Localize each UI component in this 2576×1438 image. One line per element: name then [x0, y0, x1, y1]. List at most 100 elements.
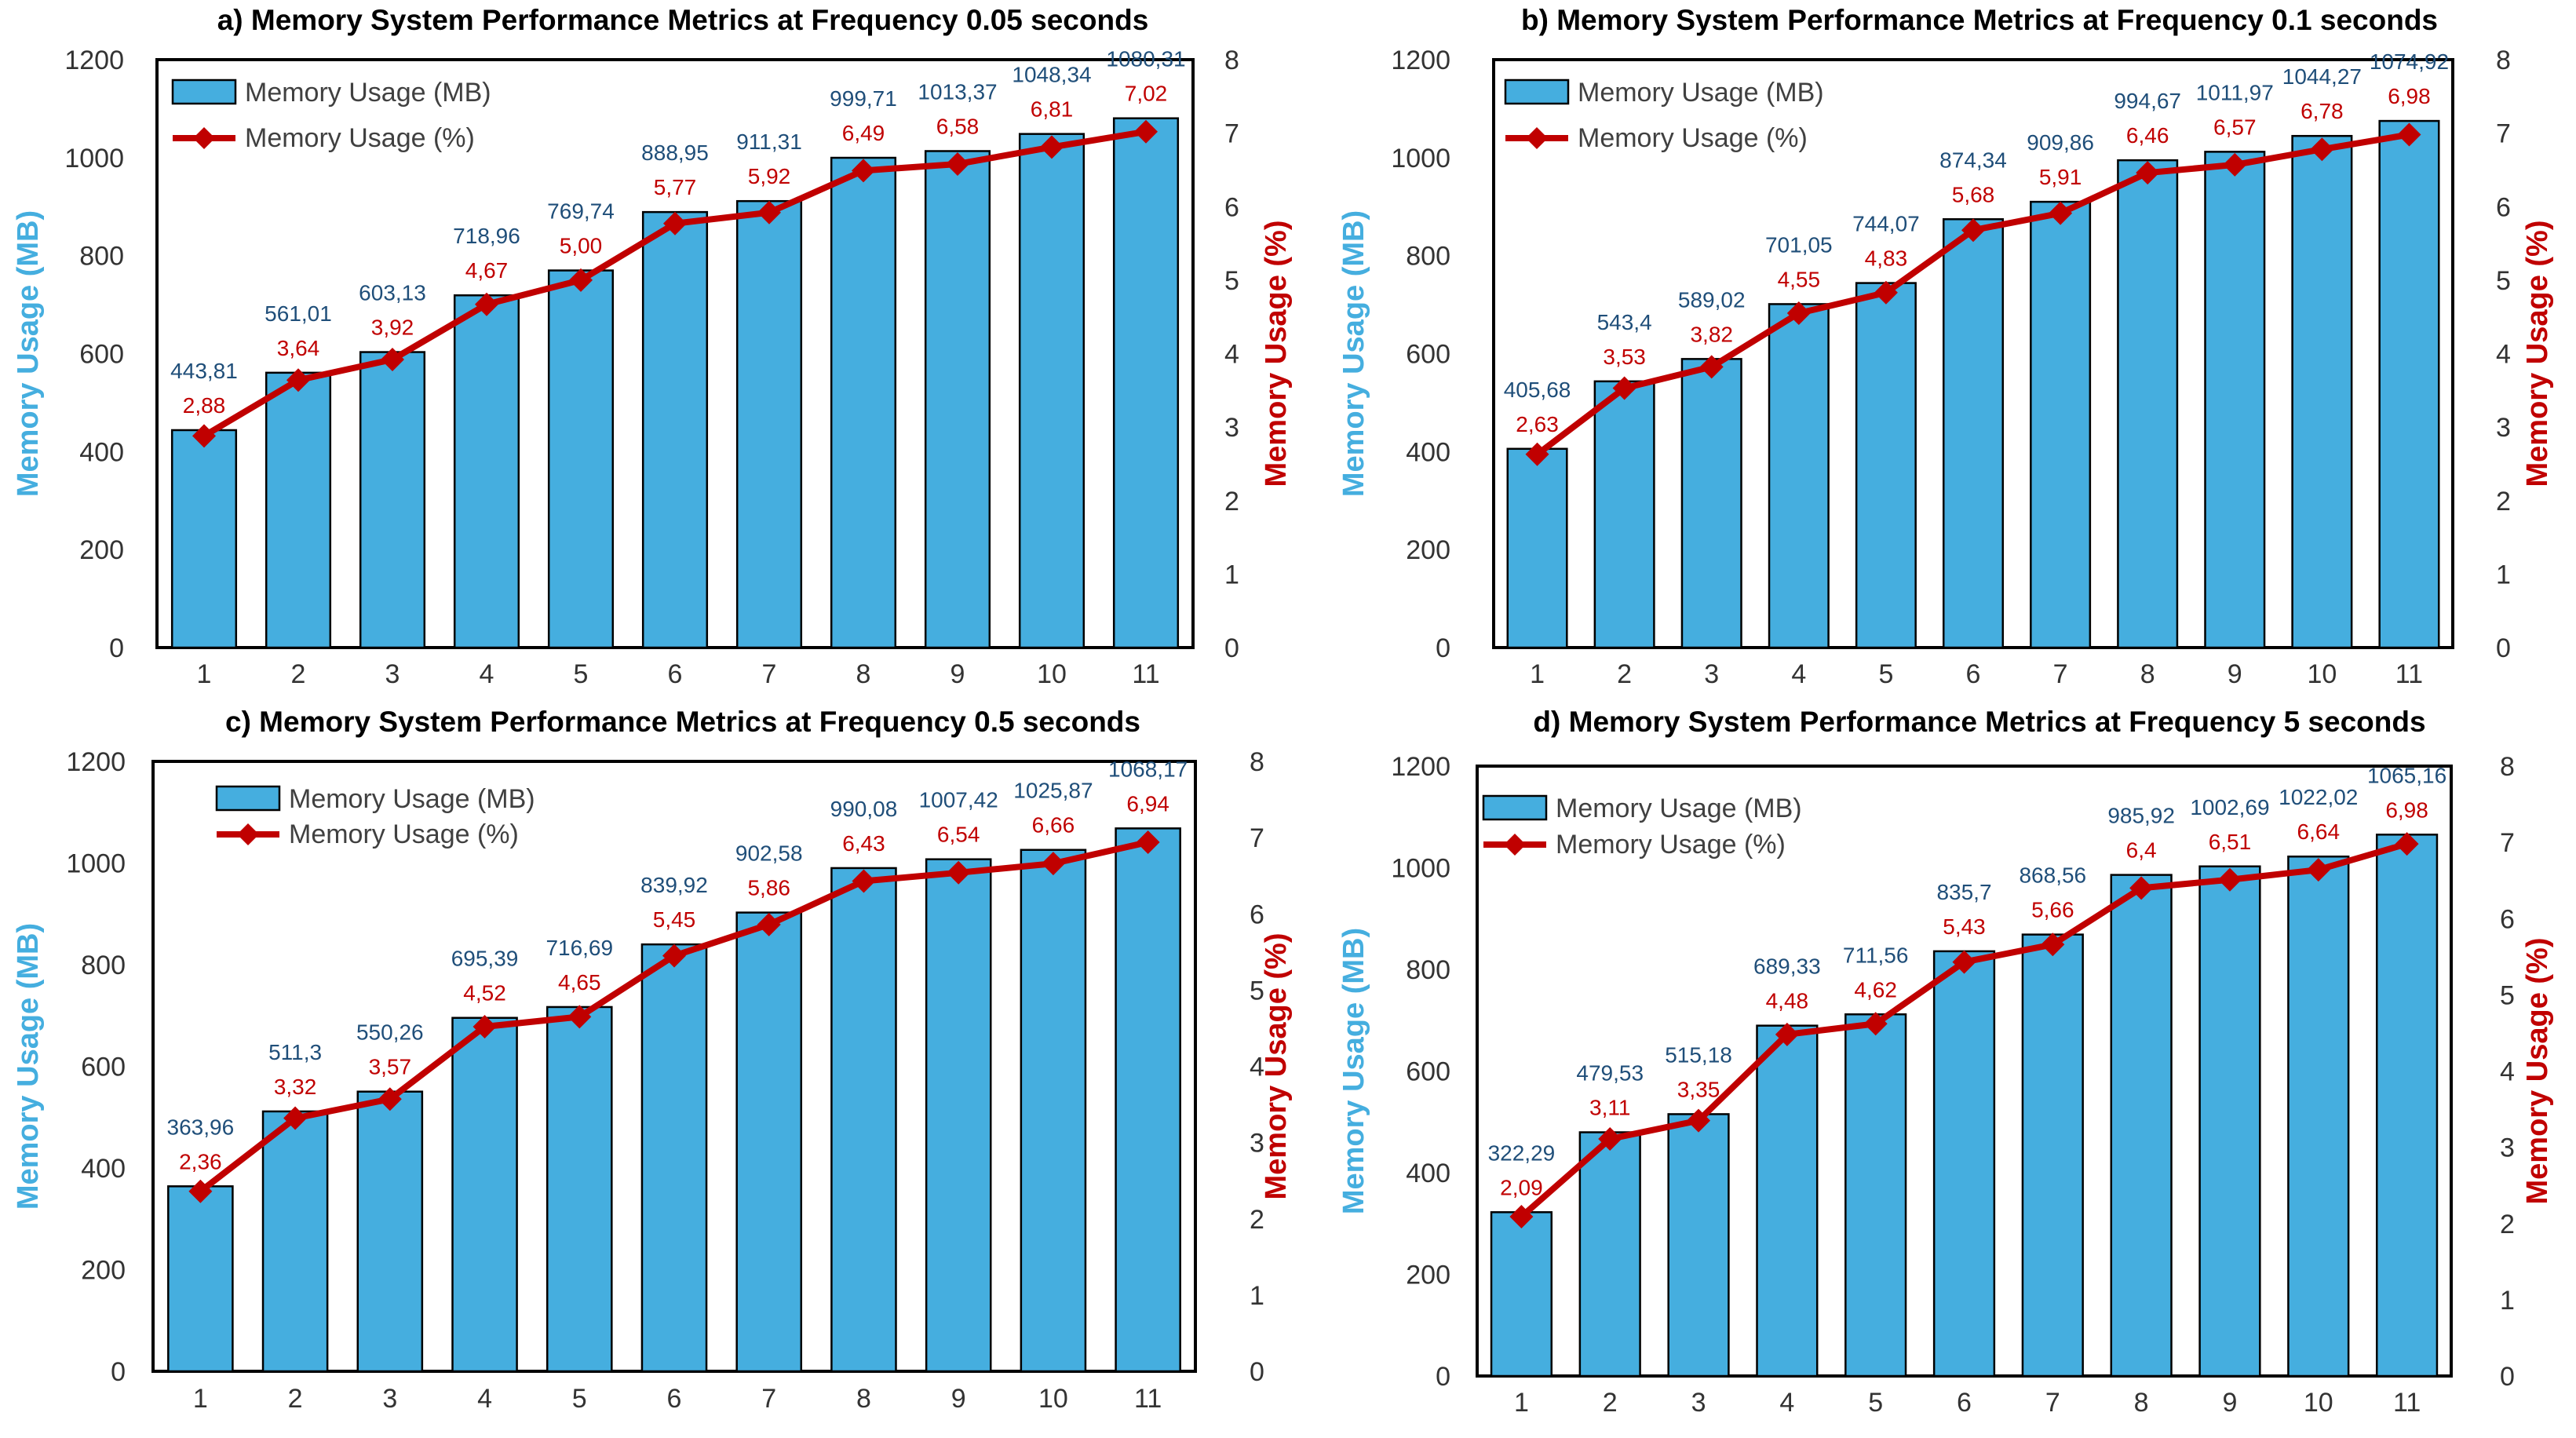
line-value-label: 6,43	[842, 831, 885, 856]
legend: Memory Usage (MB) Memory Usage (%)	[1482, 794, 1802, 860]
right-axis-tick-label: 4	[1250, 1053, 1264, 1082]
line-value-label: 6,58	[936, 114, 980, 138]
line-point-marker	[1525, 442, 1549, 466]
right-axis-tick-label: 1	[1224, 560, 1239, 589]
right-axis-tick-label: 6	[1250, 900, 1264, 929]
bar	[640, 943, 708, 1373]
right-axis-tick-label: 2	[2500, 1210, 2515, 1239]
bar-value-label: 994,67	[2114, 89, 2181, 113]
bar	[2204, 151, 2266, 649]
left-axis-tick-label: 800	[1406, 242, 1450, 272]
x-axis-tick-label: 3	[1691, 1388, 1706, 1418]
bar	[1115, 827, 1181, 1373]
line-point-marker	[286, 368, 310, 392]
bar	[1942, 218, 2005, 649]
left-axis-tick-label: 200	[81, 1256, 126, 1286]
line-point-marker	[2217, 867, 2242, 892]
left-axis-tick-label: 800	[1406, 955, 1450, 985]
bar-value-label: 561,01	[265, 301, 332, 326]
bar	[2030, 200, 2092, 649]
chart-title: a) Memory System Performance Metrics at …	[217, 4, 1149, 36]
legend-marker-line	[237, 823, 259, 845]
bar	[2117, 159, 2179, 649]
line-point-marker	[2223, 152, 2247, 177]
left-axis-tick-label: 0	[111, 1357, 126, 1387]
x-axis-tick-label: 1	[1514, 1388, 1529, 1418]
x-axis-tick-label: 5	[572, 1384, 587, 1414]
bar-value-label: 695,39	[451, 947, 519, 971]
left-axis-tick-label: 600	[1406, 340, 1450, 370]
left-axis-label: Memory Usage (MB)	[1337, 928, 1370, 1214]
line-value-label: 6,98	[2385, 797, 2428, 822]
right-axis-tick-label: 4	[2496, 340, 2511, 370]
right-axis-tick-label: 0	[2500, 1362, 2515, 1392]
right-axis-tick-label: 0	[1250, 1357, 1264, 1387]
line-point-marker	[2129, 876, 2154, 900]
line-value-label: 3,35	[1677, 1077, 1720, 1101]
bar-value-label: 744,07	[1852, 212, 1920, 236]
bar-value-label: 888,95	[641, 141, 709, 165]
legend-swatch-bar	[1504, 78, 1570, 105]
line-point-marker	[1041, 852, 1065, 876]
left-axis-tick-label: 1200	[1391, 752, 1450, 782]
left-axis-tick-label: 1000	[1391, 144, 1450, 173]
line-point-marker	[475, 292, 498, 316]
right-axis-tick-label: 8	[1250, 747, 1264, 777]
left-axis-tick-label: 400	[1406, 1159, 1450, 1188]
bar-value-label: 1002,69	[2190, 795, 2269, 819]
line-value-label: 5,66	[2031, 898, 2074, 922]
bar	[356, 1090, 424, 1373]
x-axis-tick-label: 10	[1037, 659, 1067, 689]
bar	[1018, 133, 1085, 649]
bar-value-label: 550,26	[356, 1020, 424, 1045]
x-axis-tick-label: 1	[197, 659, 212, 689]
bar	[1855, 282, 1917, 649]
bar-value-label: 1007,42	[919, 788, 998, 812]
legend-marker-line	[1526, 127, 1548, 149]
line-point-marker	[2136, 161, 2160, 185]
line-point-marker	[283, 1106, 308, 1130]
x-axis-tick-label: 2	[288, 1384, 303, 1414]
line-point-marker	[1687, 1108, 1711, 1133]
right-axis-tick-label: 7	[1250, 823, 1264, 853]
x-axis-tick-label: 7	[762, 659, 777, 689]
x-axis-tick-label: 3	[382, 1384, 397, 1414]
left-axis-tick-label: 1000	[64, 144, 124, 173]
line-point-marker	[1699, 355, 1724, 379]
bar-value-label: 1048,34	[1012, 63, 1091, 87]
x-axis-tick-label: 9	[951, 1384, 966, 1414]
bar-value-label: 874,34	[1939, 148, 2007, 172]
line-value-label: 5,92	[748, 164, 791, 188]
line-value-label: 2,88	[183, 393, 226, 418]
right-axis-tick-label: 6	[2500, 904, 2515, 934]
bar	[1680, 358, 1742, 649]
line-value-label: 6,66	[1032, 813, 1075, 838]
left-axis-tick-label: 0	[109, 633, 124, 663]
x-axis-tick-label: 8	[2134, 1388, 2149, 1418]
left-axis-tick-label: 200	[79, 535, 124, 565]
bar	[265, 371, 332, 649]
right-axis-tick-label: 2	[2496, 487, 2511, 516]
line-point-marker	[663, 211, 687, 235]
bar-value-label: 515,18	[1665, 1042, 1732, 1067]
chart-panel-3: c) Memory System Performance Metrics at …	[12, 706, 1293, 1414]
x-axis-tick-label: 4	[1791, 659, 1806, 689]
bar	[1844, 1013, 1907, 1378]
left-axis-tick-label: 1000	[66, 849, 126, 879]
line-value-label: 5,86	[747, 876, 790, 900]
left-axis-label: Memory Usage (MB)	[1337, 210, 1370, 497]
right-axis-tick-label: 8	[2500, 752, 2515, 782]
line-value-label: 4,52	[463, 981, 506, 1006]
line-value-label: 4,65	[558, 970, 601, 995]
bar	[170, 429, 238, 649]
x-axis-tick-label: 9	[2228, 659, 2242, 689]
line-point-marker	[1136, 830, 1160, 854]
bar	[1578, 1131, 1641, 1378]
line-point-marker	[947, 860, 971, 885]
x-axis-tick-label: 10	[2307, 659, 2337, 689]
bar-value-label: 543,4	[1597, 310, 1652, 334]
bar-value-label: 716,69	[545, 936, 613, 960]
line-value-label: 5,68	[1952, 182, 1995, 206]
bar	[261, 1110, 329, 1373]
